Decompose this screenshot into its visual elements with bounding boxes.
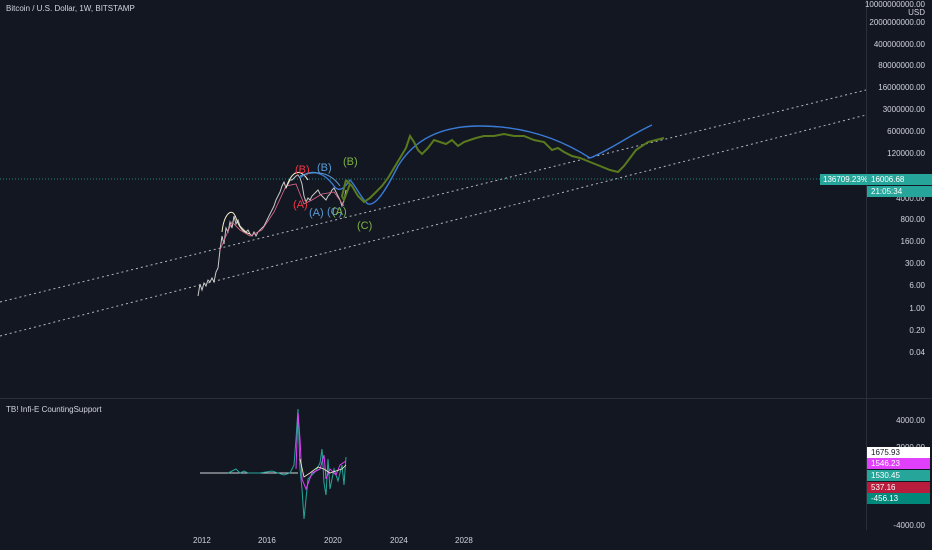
wave-label-a-blue: (A)	[309, 207, 324, 219]
main-chart-pane[interactable]: (B) (A) (B) (A) (C) (B) (A) (C) Bitcoin …	[0, 0, 866, 398]
indicator-tick: 4000.00	[896, 416, 925, 425]
upper-trendline[interactable]	[0, 89, 866, 303]
wave-label-b-red: (B)	[295, 164, 310, 176]
price-chart-svg[interactable]	[0, 0, 866, 398]
time-axis[interactable]: 2012 2016 2020 2024 2028	[0, 530, 866, 550]
blue-wave-arc	[299, 172, 341, 187]
indicator-value-tag: -456.13	[867, 493, 930, 504]
price-tick: 0.04	[909, 348, 925, 357]
lower-trendline[interactable]	[0, 114, 866, 337]
time-label: 2020	[324, 536, 342, 545]
indicator-value-tag: 1675.93	[867, 447, 930, 458]
percent-change-tag: 136709.23%	[820, 174, 871, 185]
wave-label-b-blue: (B)	[317, 162, 332, 174]
price-tick: 2000000000.00	[869, 18, 925, 27]
bar-countdown-tag: 21:05:34	[867, 186, 932, 197]
time-label: 2012	[193, 536, 211, 545]
yellow-arc	[221, 211, 251, 235]
pane-separator[interactable]	[0, 398, 932, 399]
price-tick: 800.00	[900, 215, 925, 224]
price-tick: 3000000.00	[882, 105, 925, 114]
axis-separator	[866, 0, 867, 530]
indicator-value-tag: 1546.23	[867, 458, 930, 469]
price-axis[interactable]: USD 10000000000.00 2000000000.00 4000000…	[864, 0, 932, 398]
price-tick: 80000000.00	[878, 61, 925, 70]
wave-label-c-green: (C)	[357, 220, 373, 232]
wave-label-b-green: (B)	[343, 156, 358, 168]
price-tick: 400000000.00	[873, 40, 925, 49]
wave-label-a-green: (A)	[332, 206, 347, 218]
indicator-value-tag: 1530.45	[867, 470, 930, 481]
indicator-pink-series	[295, 412, 347, 491]
price-tick: 120000.00	[887, 149, 925, 158]
yellow-arc-2	[285, 172, 309, 189]
indicator-tick: -4000.00	[893, 521, 925, 530]
wave-label-c-blue: (C)	[327, 206, 343, 218]
price-tick: 1.00	[909, 304, 925, 313]
pink-overlay-series	[219, 183, 345, 251]
indicator-legend[interactable]: TB! Infi-E CountingSupport	[6, 405, 102, 414]
price-tick: 30.00	[904, 259, 925, 268]
price-tick: 10000000000.00	[864, 0, 925, 9]
time-label: 2028	[455, 536, 473, 545]
green-projection-series	[345, 132, 665, 204]
green-projection-early	[340, 179, 351, 203]
indicator-value-tag: 537.16	[867, 482, 930, 493]
price-tick: 6.00	[909, 281, 925, 290]
indicator-teal-series	[227, 408, 347, 520]
price-history-series	[197, 174, 347, 297]
current-price-tag: 16006.68	[867, 174, 932, 185]
blue-cycle-curve	[299, 124, 653, 205]
price-tick: 0.20	[909, 326, 925, 335]
time-label: 2024	[390, 536, 408, 545]
price-tick: 600000.00	[887, 127, 925, 136]
time-label: 2016	[258, 536, 276, 545]
symbol-legend[interactable]: Bitcoin / U.S. Dollar, 1W, BITSTAMP	[6, 4, 135, 13]
wave-label-a-red: (A)	[293, 199, 308, 211]
indicator-svg	[200, 408, 347, 520]
indicator-pane[interactable]: TB! Infi-E CountingSupport	[0, 399, 866, 530]
indicator-cream-series	[299, 458, 347, 478]
price-tick: 160.00	[900, 237, 925, 246]
price-axis-currency: USD	[908, 8, 925, 17]
price-tick: 4000.00	[896, 194, 925, 203]
price-tick: 16000000.00	[878, 83, 925, 92]
